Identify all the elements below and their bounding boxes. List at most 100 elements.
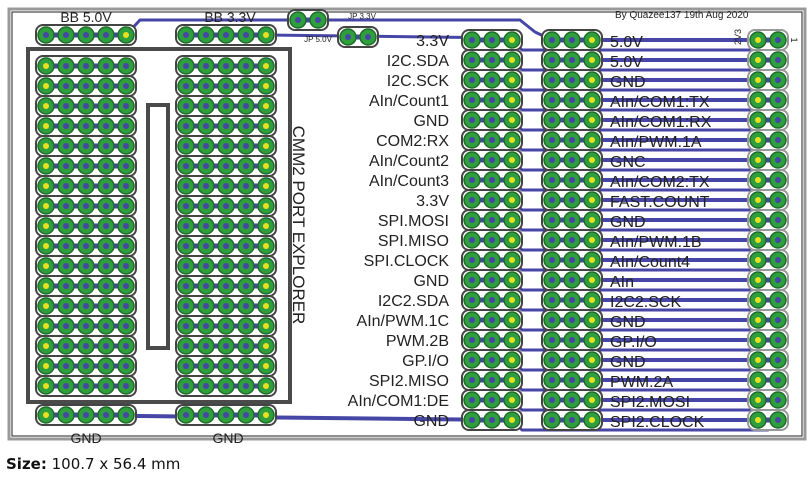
right-port-header xyxy=(541,209,603,231)
pad-hole xyxy=(183,63,189,69)
pad-hole xyxy=(569,277,575,283)
pcb-board: By Quazee137 19th Aug 2020 BB 5.0V BB 3.3V… xyxy=(7,7,807,446)
pad-hole xyxy=(103,32,109,38)
pad-hole xyxy=(509,237,515,243)
breadboard-row-right xyxy=(175,335,277,357)
left-port-header xyxy=(461,369,523,391)
pad-hole xyxy=(43,412,49,418)
cmm2-connector-pins xyxy=(747,49,789,71)
pad-hole xyxy=(263,103,269,109)
pad-hole xyxy=(755,97,761,103)
right-port-header xyxy=(541,269,603,291)
pad-hole xyxy=(755,177,761,183)
breadboard-row-right xyxy=(175,55,277,77)
pad-hole xyxy=(223,63,229,69)
right-port-header xyxy=(541,289,603,311)
left-port-label: AIn/COM1:DE xyxy=(348,393,449,410)
board-title: CMM2 PORT EXPLORER xyxy=(289,126,308,325)
label-pin1: 1 xyxy=(789,37,799,42)
pad-hole xyxy=(183,203,189,209)
left-port-header xyxy=(461,289,523,311)
breadboard-row-right xyxy=(175,255,277,277)
pad-hole xyxy=(63,383,69,389)
right-port-header xyxy=(541,229,603,251)
pad-hole xyxy=(549,297,555,303)
right-port-header xyxy=(541,29,603,51)
pad-hole xyxy=(589,237,595,243)
pad-hole xyxy=(203,123,209,129)
left-port-label: I2C2.SDA xyxy=(378,293,449,310)
pad-hole xyxy=(549,117,555,123)
credit-text: By Quazee137 19th Aug 2020 xyxy=(615,10,749,21)
breadboard-row-right xyxy=(175,155,277,177)
pad-hole xyxy=(263,303,269,309)
pad-hole xyxy=(755,257,761,263)
pad-hole xyxy=(549,277,555,283)
pad-hole xyxy=(549,97,555,103)
pad-hole xyxy=(469,57,475,63)
right-port-label: GP.I/O xyxy=(610,334,657,351)
pad-hole xyxy=(243,412,249,418)
pad-hole xyxy=(549,417,555,423)
pad-hole xyxy=(589,397,595,403)
pad-hole xyxy=(489,337,495,343)
pad-hole xyxy=(509,277,515,283)
pad-hole xyxy=(469,357,475,363)
pad-hole xyxy=(489,197,495,203)
trace xyxy=(124,18,553,42)
pad-hole xyxy=(83,243,89,249)
pad-hole xyxy=(489,77,495,83)
pad-hole xyxy=(183,323,189,329)
header-gnd-right xyxy=(175,404,277,426)
pad-hole xyxy=(775,357,781,363)
pad-hole xyxy=(775,277,781,283)
pad-hole xyxy=(755,357,761,363)
right-port-header xyxy=(541,69,603,91)
pad-hole xyxy=(589,377,595,383)
pad-hole xyxy=(123,103,129,109)
pad-hole xyxy=(43,32,49,38)
left-port-header xyxy=(461,349,523,371)
pad-hole xyxy=(469,217,475,223)
pad-hole xyxy=(243,243,249,249)
pad-hole xyxy=(63,203,69,209)
breadboard-row-right xyxy=(175,75,277,97)
header-bb-5v xyxy=(35,24,137,46)
pad-hole xyxy=(775,37,781,43)
pad-hole xyxy=(263,183,269,189)
pad-hole xyxy=(509,97,515,103)
pad-hole xyxy=(569,57,575,63)
left-port-header xyxy=(461,169,523,191)
cmm2-connector-pins xyxy=(747,129,789,151)
pad-hole xyxy=(223,343,229,349)
pad-hole xyxy=(509,157,515,163)
pad-hole xyxy=(43,143,49,149)
pad-hole xyxy=(489,137,495,143)
pad-hole xyxy=(83,383,89,389)
left-port-label: GND xyxy=(413,273,449,290)
left-port-header xyxy=(461,409,523,431)
right-port-header xyxy=(541,129,603,151)
pad-hole xyxy=(549,357,555,363)
right-port-label: AIn xyxy=(610,274,634,291)
pad-hole xyxy=(569,377,575,383)
label-conn-mark: 2V3 xyxy=(733,29,743,45)
pad-hole xyxy=(509,117,515,123)
pad-hole xyxy=(489,57,495,63)
left-port-header xyxy=(461,249,523,271)
pad-hole xyxy=(243,143,249,149)
right-port-label: GND xyxy=(610,314,646,331)
pad-hole xyxy=(755,157,761,163)
pad-hole xyxy=(43,103,49,109)
breadboard-row-left xyxy=(35,315,137,337)
pad-hole xyxy=(63,163,69,169)
pad-hole xyxy=(755,37,761,43)
pad-hole xyxy=(469,237,475,243)
pad-hole xyxy=(509,377,515,383)
left-port-header xyxy=(461,389,523,411)
breadboard-row-right xyxy=(175,355,277,377)
left-port-label: I2C.SCK xyxy=(387,73,450,90)
board-size: Size: 100.7 x 56.4 mm xyxy=(6,455,180,473)
pad-hole xyxy=(103,383,109,389)
cmm2-connector-pins xyxy=(747,229,789,251)
